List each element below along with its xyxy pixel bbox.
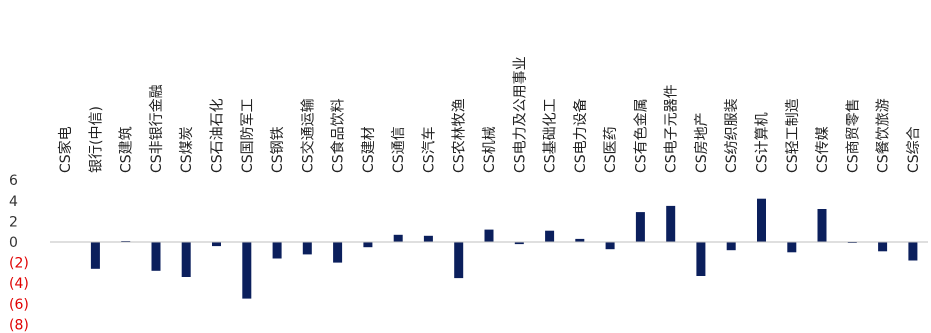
bar xyxy=(666,205,676,242)
bar xyxy=(908,242,918,261)
y-tick-label: 4 xyxy=(9,194,18,210)
bar xyxy=(423,235,433,242)
category-label: CS交通运输 xyxy=(299,98,316,173)
bar xyxy=(333,242,343,263)
bar xyxy=(454,242,464,279)
bar xyxy=(545,230,555,242)
bar xyxy=(212,242,221,247)
y-axis: 6 4 2 0 (2) (4) (6) (8) xyxy=(9,173,29,333)
category-label: CS汽车 xyxy=(420,126,437,173)
category-label: CS非银行金融 xyxy=(149,84,165,173)
bar xyxy=(393,234,403,242)
bar xyxy=(817,209,827,242)
category-labels: CS家电 银行(中信) CS建筑 CS非银行金融 CS煤炭 CS石油石化 CS国防军工 CS钢… xyxy=(57,56,922,173)
bar xyxy=(90,242,100,269)
category-label: CS医药 xyxy=(603,126,619,173)
category-label: CS商贸零售 xyxy=(845,98,861,173)
category-label: CS国防军工 xyxy=(240,98,256,173)
category-label: CS农林牧渔 xyxy=(452,98,468,173)
category-label: CS石油石化 xyxy=(210,98,226,173)
y-tick-label: (2) xyxy=(9,256,29,272)
category-label: CS电力及公用事业 xyxy=(512,56,528,173)
bars xyxy=(90,198,918,299)
bar xyxy=(181,242,191,277)
category-label: CS传媒 xyxy=(815,126,831,173)
category-label: CS房地产 xyxy=(694,112,710,173)
bar xyxy=(605,242,615,250)
bar xyxy=(696,242,706,276)
category-label: CS钢铁 xyxy=(270,126,286,173)
category-label: CS有色金属 xyxy=(632,98,649,173)
category-label: CS建材 xyxy=(361,126,377,173)
category-label: 银行(中信) xyxy=(88,106,104,173)
category-label: CS计算机 xyxy=(755,112,771,173)
category-label: CS食品饮料 xyxy=(330,98,347,173)
category-label: CS煤炭 xyxy=(179,126,195,173)
category-label: CS综合 xyxy=(906,126,922,173)
bar xyxy=(787,242,797,253)
bar xyxy=(726,242,736,251)
category-label: CS纺织服装 xyxy=(724,98,740,173)
bar xyxy=(151,242,161,271)
category-label: CS家电 xyxy=(57,126,74,173)
bar xyxy=(878,242,888,252)
category-label: CS电子元器件 xyxy=(664,84,680,173)
y-tick-label: 2 xyxy=(9,214,18,230)
y-tick-label: (8) xyxy=(9,317,29,333)
y-tick-label: 0 xyxy=(9,235,18,251)
bar xyxy=(272,242,282,259)
category-label: CS机械 xyxy=(482,126,498,173)
category-label: CS轻工制造 xyxy=(785,98,801,173)
bar xyxy=(757,198,766,242)
y-tick-label: (6) xyxy=(9,297,29,313)
category-label: CS基础化工 xyxy=(542,98,559,173)
bar xyxy=(575,238,585,242)
category-label: CS建筑 xyxy=(119,126,135,173)
y-tick-label: (4) xyxy=(9,276,29,292)
category-label: CS餐饮旅游 xyxy=(876,98,892,173)
category-label: CS电力设备 xyxy=(572,98,589,173)
y-tick-label: 6 xyxy=(9,173,18,189)
bar xyxy=(514,242,524,245)
bar xyxy=(635,212,645,242)
bar xyxy=(302,242,312,255)
bar xyxy=(242,242,252,299)
bar xyxy=(484,229,494,242)
bar xyxy=(363,242,373,248)
category-label: CS通信 xyxy=(391,126,407,173)
